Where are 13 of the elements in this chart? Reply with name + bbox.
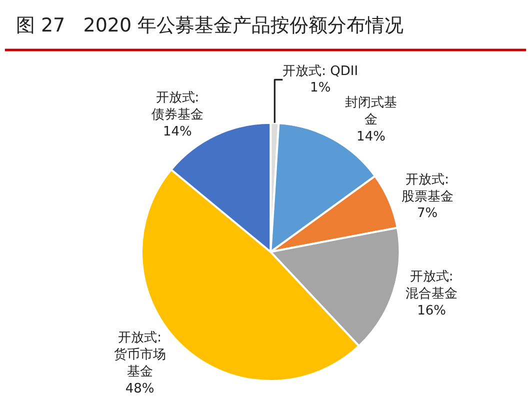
- data-label: 7%: [416, 206, 438, 222]
- slice-label: 开放式: 债券基金: [151, 90, 204, 123]
- data-label: 16%: [417, 304, 446, 319]
- slice-label: 开放式: 股票基金: [401, 172, 454, 204]
- slice-label: 封闭式基金: [345, 96, 397, 128]
- data-label: 48%: [125, 381, 154, 396]
- data-label: 14%: [162, 124, 192, 140]
- data-label: 1%: [310, 80, 331, 96]
- slice-label: 开放式: 混合基金: [406, 270, 458, 302]
- slice-label: 开放式: 货币市场基金: [114, 330, 166, 380]
- slice-label: 开放式: QDII: [282, 64, 358, 79]
- chart-title: 图 27 2020 年公募基金产品按份额分布情况: [16, 14, 404, 36]
- data-label: 14%: [356, 129, 386, 144]
